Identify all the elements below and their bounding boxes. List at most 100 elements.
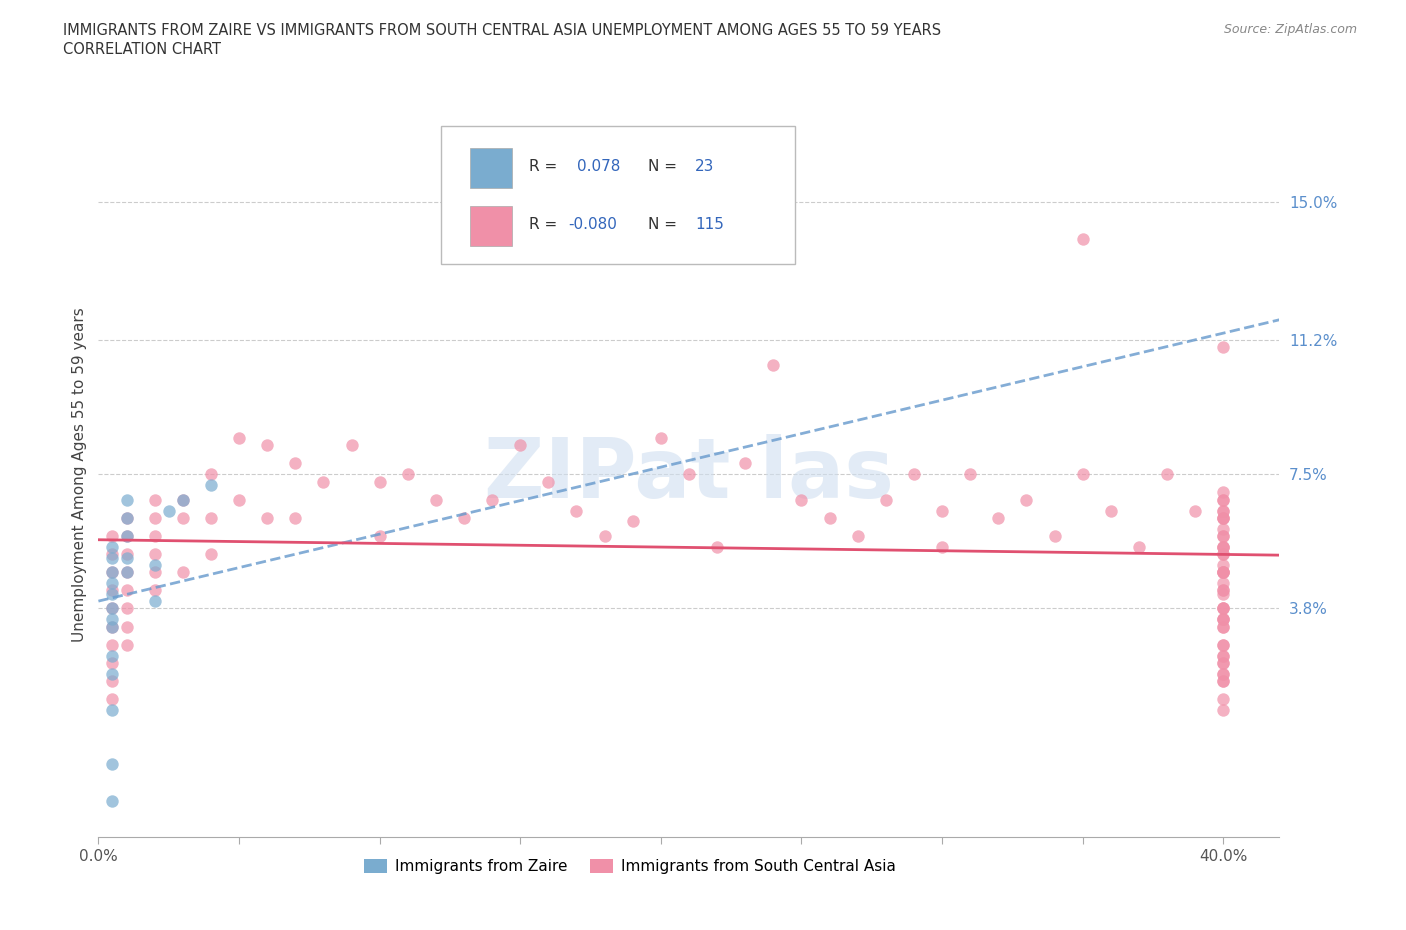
Point — [101, 673, 124, 688]
Point — [1212, 612, 1234, 627]
Point — [1212, 565, 1234, 579]
Point — [1212, 601, 1234, 616]
Point — [706, 539, 728, 554]
Point — [987, 511, 1010, 525]
Point — [1212, 565, 1234, 579]
Point — [101, 601, 124, 616]
Point — [200, 467, 222, 482]
Point — [143, 583, 166, 598]
Point — [1212, 612, 1234, 627]
Point — [1212, 637, 1234, 652]
Text: N =: N = — [648, 217, 676, 232]
Point — [481, 492, 503, 507]
Point — [101, 703, 124, 718]
Point — [115, 511, 138, 525]
Point — [1128, 539, 1150, 554]
Point — [762, 358, 785, 373]
Point — [200, 547, 222, 562]
Point — [284, 511, 307, 525]
Point — [101, 587, 124, 602]
Point — [143, 594, 166, 609]
Point — [1212, 601, 1234, 616]
Point — [1212, 648, 1234, 663]
Point — [453, 511, 475, 525]
Point — [650, 431, 672, 445]
Point — [1212, 539, 1234, 554]
Point — [1212, 511, 1234, 525]
Point — [1212, 511, 1234, 525]
Point — [1212, 656, 1234, 671]
Point — [115, 528, 138, 543]
Point — [101, 793, 124, 808]
Point — [1212, 511, 1234, 525]
Point — [172, 492, 194, 507]
Point — [101, 619, 124, 634]
Point — [228, 492, 250, 507]
Text: ZIPat las: ZIPat las — [484, 433, 894, 515]
Point — [593, 528, 616, 543]
Text: -0.080: -0.080 — [568, 217, 617, 232]
Point — [1212, 576, 1234, 591]
Point — [115, 511, 138, 525]
Text: R =: R = — [530, 158, 558, 174]
Point — [143, 511, 166, 525]
Point — [101, 612, 124, 627]
Point — [1212, 340, 1234, 355]
Point — [1212, 565, 1234, 579]
Point — [101, 539, 124, 554]
Point — [1212, 673, 1234, 688]
Point — [368, 474, 391, 489]
Point — [1212, 619, 1234, 634]
Text: 23: 23 — [695, 158, 714, 174]
Point — [101, 656, 124, 671]
Point — [172, 511, 194, 525]
Point — [200, 478, 222, 493]
Point — [1212, 485, 1234, 500]
Point — [115, 637, 138, 652]
Point — [1212, 637, 1234, 652]
Point — [846, 528, 869, 543]
Point — [678, 467, 700, 482]
Text: R =: R = — [530, 217, 558, 232]
Text: Source: ZipAtlas.com: Source: ZipAtlas.com — [1223, 23, 1357, 36]
Point — [115, 565, 138, 579]
Point — [1212, 587, 1234, 602]
Point — [425, 492, 447, 507]
Point — [1212, 528, 1234, 543]
Point — [1212, 503, 1234, 518]
FancyBboxPatch shape — [441, 126, 796, 264]
Point — [256, 511, 278, 525]
Point — [1212, 619, 1234, 634]
Point — [157, 503, 180, 518]
Point — [115, 547, 138, 562]
Point — [115, 492, 138, 507]
Text: CORRELATION CHART: CORRELATION CHART — [63, 42, 221, 57]
Point — [228, 431, 250, 445]
Point — [1071, 467, 1094, 482]
Point — [1212, 547, 1234, 562]
Text: 0.078: 0.078 — [576, 158, 620, 174]
Point — [115, 601, 138, 616]
Point — [1212, 666, 1234, 681]
Point — [1212, 666, 1234, 681]
Point — [931, 503, 953, 518]
Point — [1212, 539, 1234, 554]
Point — [1212, 673, 1234, 688]
Point — [101, 648, 124, 663]
Point — [1212, 558, 1234, 573]
Point — [565, 503, 588, 518]
Point — [101, 547, 124, 562]
Point — [101, 583, 124, 598]
Point — [1212, 492, 1234, 507]
Point — [1212, 503, 1234, 518]
Point — [172, 492, 194, 507]
Point — [143, 558, 166, 573]
Point — [115, 565, 138, 579]
Point — [1212, 547, 1234, 562]
Point — [1212, 539, 1234, 554]
Text: 115: 115 — [695, 217, 724, 232]
Point — [1212, 583, 1234, 598]
Point — [101, 565, 124, 579]
Text: IMMIGRANTS FROM ZAIRE VS IMMIGRANTS FROM SOUTH CENTRAL ASIA UNEMPLOYMENT AMONG A: IMMIGRANTS FROM ZAIRE VS IMMIGRANTS FROM… — [63, 23, 942, 38]
Point — [101, 601, 124, 616]
